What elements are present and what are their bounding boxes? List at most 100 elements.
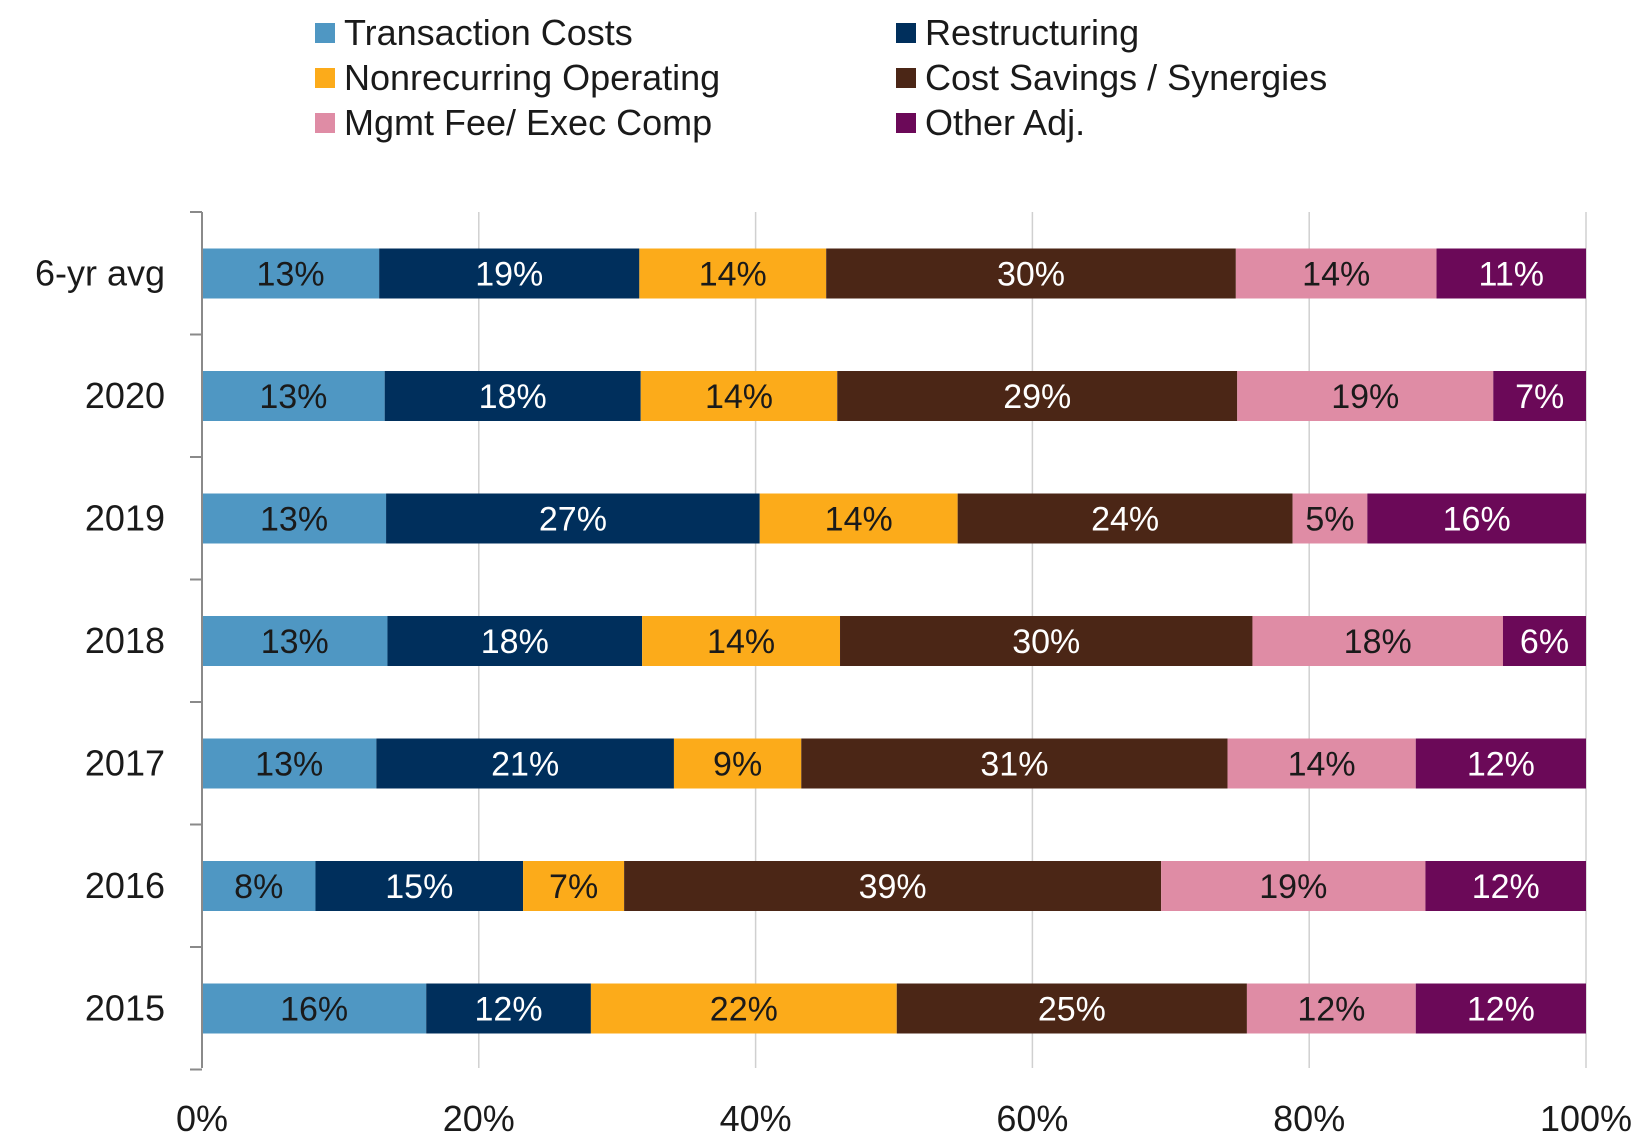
- data-label: 13%: [259, 378, 327, 416]
- data-label: 29%: [1003, 378, 1071, 416]
- bar-segment-mgmt-fee-exec-comp: [1237, 371, 1494, 421]
- bars: [202, 248, 1586, 1034]
- data-label: 16%: [1443, 501, 1511, 539]
- bar-segment-mgmt-fee-exec-comp: [1227, 738, 1416, 789]
- data-label: 39%: [859, 868, 927, 906]
- data-label: 13%: [261, 623, 329, 661]
- bar-segment-cost-savings-synergies: [840, 616, 1253, 666]
- data-label: 7%: [549, 868, 598, 906]
- data-label: 18%: [479, 378, 547, 416]
- category-label: 6-yr avg: [35, 253, 165, 294]
- data-label: 22%: [710, 991, 778, 1029]
- bar-segment-cost-savings-synergies: [826, 248, 1236, 299]
- bar-segment-mgmt-fee-exec-comp: [1252, 616, 1503, 666]
- legend-label: Other Adj.: [925, 102, 1085, 143]
- bar-segment-other-adj: [1415, 983, 1586, 1034]
- data-label: 30%: [997, 256, 1065, 294]
- data-label: 31%: [980, 746, 1048, 784]
- category-label: 2019: [85, 498, 165, 539]
- bar-segment-nonrecurring-operating: [590, 983, 897, 1034]
- bar-segment-transaction-costs: [202, 616, 388, 666]
- category-label: 2017: [85, 743, 165, 784]
- bar-segment-nonrecurring-operating: [639, 248, 827, 299]
- category-labels: 6-yr avg 2020 2019 2018 2017 2016 2015: [35, 253, 165, 1029]
- bar-segment-cost-savings-synergies: [896, 983, 1247, 1034]
- data-label: 13%: [257, 256, 325, 294]
- bar-segment-cost-savings-synergies: [837, 371, 1238, 421]
- bar-segment-transaction-costs: [202, 983, 427, 1034]
- data-label: 24%: [1091, 501, 1159, 539]
- data-label: 14%: [825, 501, 893, 539]
- x-tick-label: 0%: [176, 1098, 228, 1134]
- bar-segment-mgmt-fee-exec-comp: [1246, 983, 1416, 1034]
- bar-segment-transaction-costs: [202, 493, 387, 544]
- category-label: 2020: [85, 375, 165, 416]
- bar-segment-other-adj: [1415, 738, 1586, 789]
- x-tick-label: 40%: [720, 1098, 792, 1134]
- data-label: 12%: [1297, 991, 1365, 1029]
- legend-label: Nonrecurring Operating: [344, 57, 720, 98]
- data-label: 12%: [1467, 746, 1535, 784]
- data-label: 7%: [1515, 378, 1564, 416]
- bar-segment-other-adj: [1502, 616, 1586, 666]
- bar-segment-nonrecurring-operating: [642, 616, 841, 666]
- data-label: 6%: [1520, 623, 1569, 661]
- x-tick-label: 20%: [443, 1098, 515, 1134]
- bar-segment-transaction-costs: [202, 371, 385, 421]
- bar-segment-transaction-costs: [202, 861, 316, 911]
- legend: Transaction Costs Restructuring Nonrecurri…: [315, 12, 1327, 143]
- x-tick-label: 60%: [996, 1098, 1068, 1134]
- data-label: 14%: [699, 256, 767, 294]
- bar-segment-nonrecurring-operating: [759, 493, 958, 544]
- data-label: 11%: [1478, 256, 1544, 294]
- legend-label: Restructuring: [925, 12, 1139, 53]
- bar-segment-restructuring: [386, 493, 760, 544]
- data-label: 19%: [1259, 868, 1327, 906]
- data-label: 19%: [1331, 378, 1399, 416]
- legend-swatch: [315, 113, 335, 133]
- axes: [190, 211, 203, 1071]
- bar-segment-mgmt-fee-exec-comp: [1161, 861, 1426, 911]
- legend-label: Transaction Costs: [344, 12, 633, 53]
- bar-segment-restructuring: [315, 861, 524, 911]
- legend-swatch: [315, 23, 335, 43]
- bar-segment-cost-savings-synergies: [957, 493, 1293, 544]
- data-label: 9%: [713, 746, 762, 784]
- bar-segment-other-adj: [1436, 248, 1586, 299]
- legend-label: Cost Savings / Synergies: [925, 57, 1327, 98]
- legend-label: Mgmt Fee/ Exec Comp: [344, 102, 712, 143]
- bar-segment-restructuring: [379, 248, 640, 299]
- bar-segment-restructuring: [384, 371, 641, 421]
- data-label: 16%: [280, 991, 348, 1029]
- data-label: 15%: [385, 868, 453, 906]
- data-label: 13%: [255, 746, 323, 784]
- legend-swatch: [896, 23, 916, 43]
- data-label: 14%: [707, 623, 775, 661]
- data-label: 13%: [260, 501, 328, 539]
- category-label: 2016: [85, 865, 165, 906]
- bar-segment-cost-savings-synergies: [801, 738, 1228, 789]
- bar-segment-other-adj: [1493, 371, 1586, 421]
- data-label: 19%: [475, 256, 543, 294]
- bar-segment-cost-savings-synergies: [624, 861, 1162, 911]
- bar-segment-restructuring: [387, 616, 643, 666]
- legend-swatch: [896, 113, 916, 133]
- data-label: 21%: [491, 746, 559, 784]
- bar-segment-nonrecurring-operating: [523, 861, 625, 911]
- data-label: 14%: [705, 378, 773, 416]
- x-tick-labels: 0% 20% 40% 60% 80% 100%: [176, 1098, 1632, 1134]
- x-tick-label: 100%: [1540, 1098, 1632, 1134]
- bar-segment-mgmt-fee-exec-comp: [1292, 493, 1368, 544]
- data-label: 14%: [1302, 256, 1370, 294]
- bar-segment-transaction-costs: [202, 248, 380, 299]
- x-tick-label: 80%: [1273, 1098, 1345, 1134]
- bar-segment-mgmt-fee-exec-comp: [1235, 248, 1437, 299]
- legend-swatch: [315, 68, 335, 88]
- data-label: 12%: [1472, 868, 1540, 906]
- data-label: 14%: [1288, 746, 1356, 784]
- data-label: 30%: [1012, 623, 1080, 661]
- bar-segment-nonrecurring-operating: [673, 738, 802, 789]
- data-label: 8%: [234, 868, 283, 906]
- data-label: 27%: [539, 501, 607, 539]
